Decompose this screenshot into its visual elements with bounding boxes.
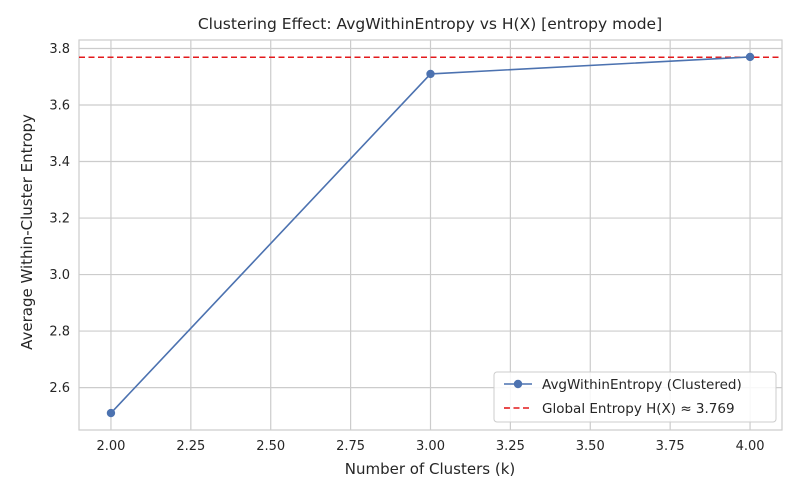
y-tick-label: 2.6 [49, 381, 70, 396]
data-point [426, 69, 435, 79]
data-point [745, 52, 755, 62]
x-tick-label: 3.50 [576, 439, 605, 454]
plot-frame [78, 39, 783, 431]
y-tick-label: 3.6 [49, 99, 70, 114]
y-tick-label: 3.4 [49, 155, 70, 170]
x-tick-label: 3.75 [656, 439, 685, 454]
legend: AvgWithinEntropy (Clustered) Global Entr… [493, 371, 777, 423]
y-tick-label: 2.8 [49, 325, 70, 340]
y-axis-ticks: 2.6 2.8 3.0 3.2 3.4 3.6 3.8 [49, 42, 70, 396]
chart-title: Clustering Effect: AvgWithinEntropy vs H… [198, 15, 662, 33]
data-point [106, 408, 116, 418]
x-tick-label: 4.00 [736, 439, 765, 454]
x-tick-label: 2.25 [176, 439, 205, 454]
x-tick-label: 3.00 [416, 439, 445, 454]
x-tick-label: 3.25 [496, 439, 525, 454]
x-tick-label: 2.50 [256, 439, 285, 454]
y-tick-label: 3.0 [49, 268, 70, 283]
legend-label-series: AvgWithinEntropy (Clustered) [542, 377, 742, 393]
legend-box [493, 371, 777, 423]
x-axis-label: Number of Clusters (k) [345, 460, 515, 478]
data-series [106, 52, 755, 418]
x-axis-ticks: 2.00 2.25 2.50 2.75 3.00 3.25 3.50 3.75 4.00 [96, 439, 764, 454]
y-tick-label: 3.8 [49, 42, 70, 57]
legend-label-global-entropy: Global Entropy H(X) ≈ 3.769 [542, 401, 735, 417]
y-axis-label: Average Within-Cluster Entropy [18, 114, 36, 350]
y-tick-label: 3.2 [49, 212, 70, 227]
legend-marker-series [513, 379, 523, 389]
x-tick-label: 2.75 [336, 439, 365, 454]
x-tick-label: 2.00 [96, 439, 125, 454]
